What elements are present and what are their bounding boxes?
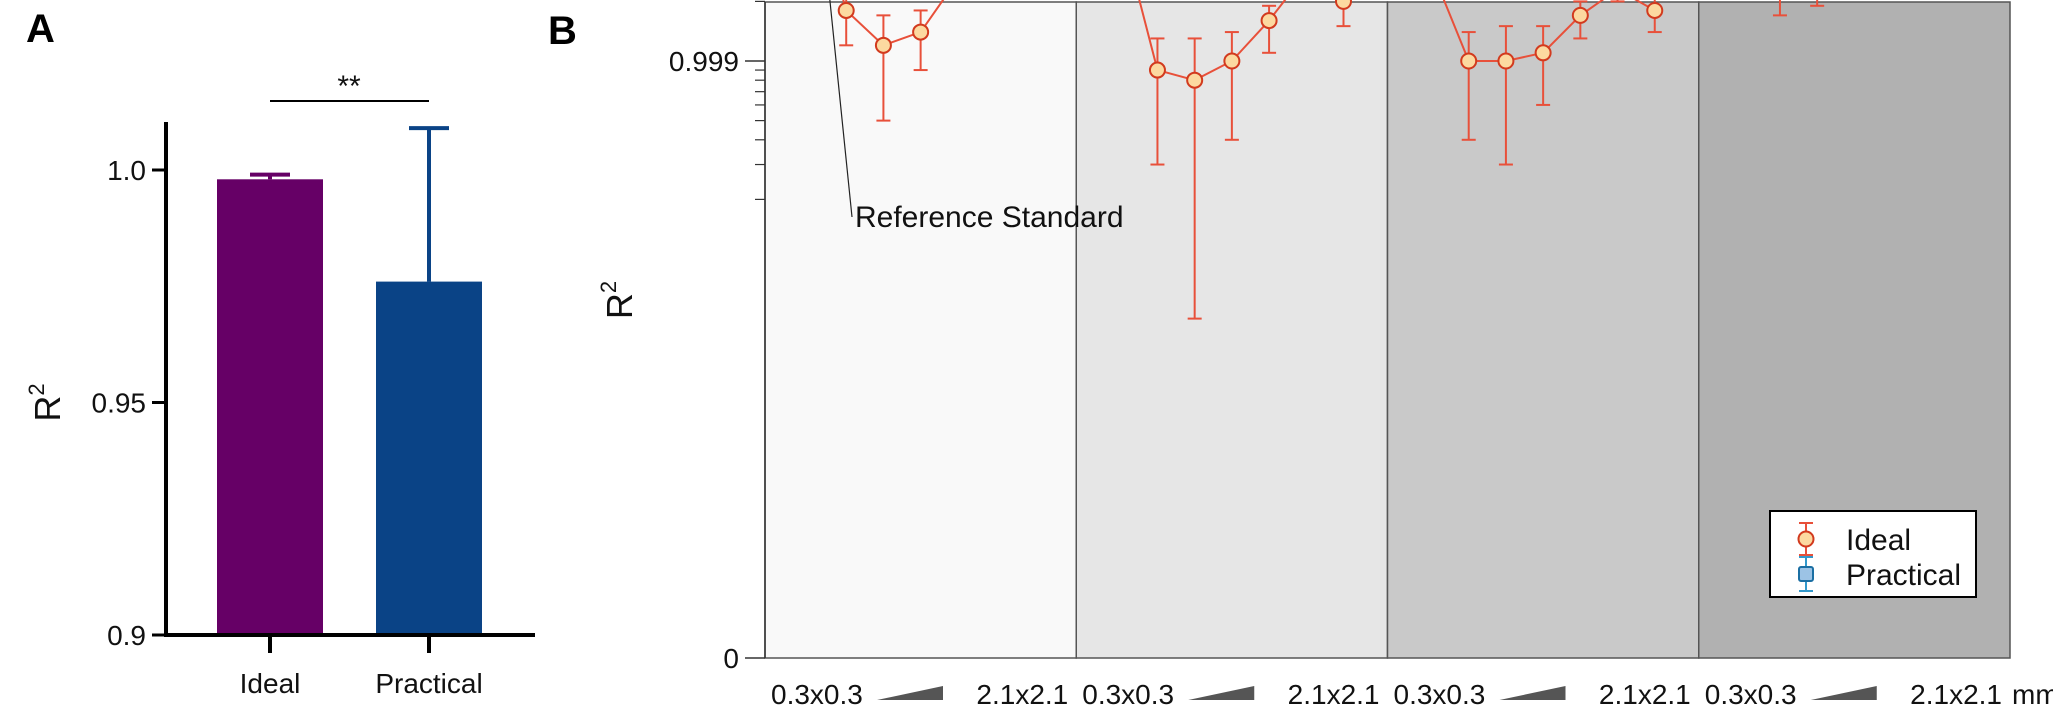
data-point-ideal — [1260, 12, 1278, 30]
y-axis-label: R2 — [24, 383, 68, 421]
panel-a-letter: A — [26, 7, 55, 51]
x-tick-label: Ideal — [240, 668, 301, 699]
y-axis-label: R2 — [596, 281, 640, 319]
data-point-ideal — [1460, 52, 1478, 70]
group-start-label: 0.3x0.3 — [1394, 679, 1486, 710]
y-tick-label: 1.0 — [107, 155, 146, 186]
data-point-ideal — [1335, 0, 1352, 10]
data-point-ideal — [837, 1, 855, 19]
size-wedge — [877, 686, 943, 700]
x-tick-label: Practical — [375, 668, 482, 699]
size-wedge — [1499, 686, 1566, 700]
y-tick-label: 0.9 — [107, 620, 146, 651]
y-axis-label-superscript: 2 — [596, 281, 621, 293]
y-tick-label: 0.999 — [669, 46, 739, 77]
annotation-pointer — [829, 0, 853, 218]
significance-marker: ** — [337, 70, 361, 103]
group-end-label: 2.1x2.1 — [976, 679, 1068, 710]
bar-practical — [376, 281, 482, 633]
group-start-label: 0.3x0.3 — [1082, 679, 1174, 710]
data-point-ideal — [912, 23, 930, 41]
legend-marker-practical — [1798, 566, 1814, 582]
group-end-label: 2.1x2.1 — [1288, 679, 1380, 710]
data-point-ideal — [1223, 52, 1241, 70]
data-point-ideal — [1186, 71, 1204, 89]
size-wedge — [1188, 686, 1255, 700]
legend-marker-ideal — [1797, 530, 1815, 548]
y-axis-label-superscript: 2 — [24, 383, 49, 395]
legend-label-practical: Practical — [1846, 559, 1961, 592]
data-point-ideal — [1534, 44, 1552, 62]
group-end-label: 2.1x2.1 — [1599, 679, 1691, 710]
data-point-ideal — [1148, 61, 1166, 79]
panel-b-line-chart: 0.9990.990.90R20.3x0.32.1x2.10.3x0.32.1x… — [596, 0, 2053, 710]
y-tick-label: 0.95 — [92, 388, 147, 419]
data-point-ideal — [1646, 1, 1664, 19]
legend-label-ideal: Ideal — [1846, 524, 1911, 557]
bar-ideal — [217, 179, 323, 634]
group-background — [764, 1, 1077, 659]
size-wedge — [1810, 686, 1877, 700]
panel-a-bar-chart: 0.9 0.95 1.0 R2 Ideal Practical ** — [24, 70, 535, 699]
group-start-label: 0.3x0.3 — [1705, 679, 1797, 710]
data-point-ideal — [1571, 6, 1589, 24]
group-end-label: 2.1x2.1 — [1910, 679, 2002, 710]
unit-label: mm2 — [2012, 674, 2053, 710]
y-tick-label: 0 — [723, 643, 739, 674]
group-start-label: 0.3x0.3 — [771, 679, 863, 710]
panel-b-letter: B — [548, 9, 577, 53]
data-point-ideal — [1497, 52, 1515, 70]
data-point-ideal — [874, 36, 892, 54]
annotation-reference-standard: Reference Standard — [855, 201, 1124, 234]
group-background — [1386, 1, 1700, 659]
